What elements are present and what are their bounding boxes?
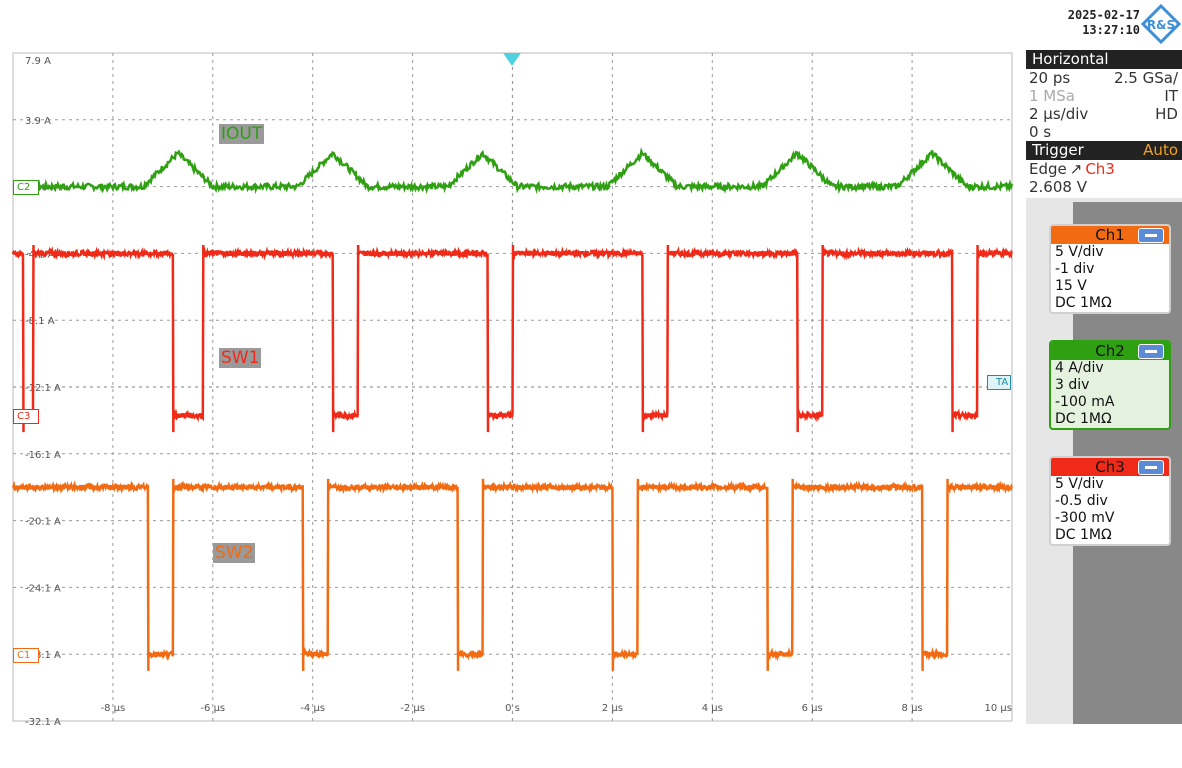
timestamp-time: 13:27:10 — [1082, 23, 1140, 37]
time-scale: 2 µs/div — [1029, 105, 1089, 123]
time-window: 20 ps — [1029, 69, 1071, 87]
channel1-minimize-icon[interactable] — [1138, 228, 1164, 243]
x-axis-labels: -8 µs -6 µs -4 µs -2 µs 0 s 2 µs 4 µs 6 µs 8 µs 1… — [101, 703, 1012, 714]
channel3-coupling: DC 1MΩ — [1055, 527, 1112, 543]
trigger-panel[interactable]: Trigger Auto Edge ↗ Ch3 2.608 V — [1026, 141, 1182, 198]
acq-mode: IT — [1164, 87, 1178, 105]
resolution-mode: HD — [1155, 105, 1178, 123]
x-tick-label: 8 µs — [902, 703, 923, 714]
sw1-trace — [11, 245, 1013, 433]
horizontal-position: 0 s — [1029, 123, 1052, 141]
channel1-offset-div: -1 div — [1055, 261, 1095, 277]
y-tick-label: -32.1 A — [25, 717, 61, 728]
x-tick-label: -8 µs — [101, 703, 126, 714]
scope-waveform-area[interactable]: 7.9 A3.9 A-100 mA-4.1 A-8.1 A-12.1 A-16.… — [0, 0, 1026, 730]
x-tick-label: 0 s — [505, 703, 520, 714]
channel3-offset-marker[interactable]: C3 — [13, 409, 40, 424]
rising-edge-icon: ↗ — [1069, 160, 1083, 178]
trigger-position-marker[interactable] — [503, 53, 521, 66]
timestamp-date: 2025-02-17 — [1067, 8, 1140, 22]
channel1-box[interactable]: Ch1 5 V/div -1 div 15 V DC 1MΩ — [1049, 224, 1171, 314]
horizontal-title: Horizontal — [1026, 50, 1182, 69]
channel2-coupling: DC 1MΩ — [1055, 411, 1112, 427]
channel1-name: Ch1 — [1095, 226, 1125, 244]
x-tick-label: 6 µs — [802, 703, 823, 714]
y-tick-label: -20.1 A — [25, 517, 61, 528]
channel3-name: Ch3 — [1095, 458, 1125, 476]
trigger-mode: Auto — [1143, 141, 1178, 159]
channel3-scale: 5 V/div — [1055, 476, 1104, 492]
channel2-offset-div: 3 div — [1055, 377, 1090, 393]
y-tick-label: -12.1 A — [25, 383, 61, 394]
x-tick-label: 10 µs — [985, 703, 1012, 714]
x-tick-label: -2 µs — [400, 703, 425, 714]
record-length: 1 MSa — [1029, 87, 1075, 105]
trigger-level-marker[interactable]: TA — [987, 375, 1012, 390]
traces — [11, 147, 1014, 671]
channel3-box[interactable]: Ch3 5 V/div -0.5 div -300 mV DC 1MΩ — [1049, 456, 1171, 546]
channel3-offset-div: -0.5 div — [1055, 493, 1108, 509]
rs-logo-icon: R&S — [1141, 4, 1181, 44]
y-tick-label: -24.1 A — [25, 583, 61, 594]
x-tick-label: 4 µs — [702, 703, 723, 714]
channel1-offset-value: 15 V — [1055, 278, 1087, 294]
y-tick-label: -8.1 A — [25, 316, 55, 327]
channel2-offset-marker[interactable]: C2 — [13, 180, 40, 195]
y-tick-label: -16.1 A — [25, 450, 61, 461]
x-tick-label: -4 µs — [300, 703, 325, 714]
sw2-trace — [11, 478, 1014, 671]
sw1-label: SW1 — [219, 348, 262, 368]
channel2-name: Ch2 — [1095, 342, 1125, 360]
x-tick-label: -6 µs — [200, 703, 225, 714]
x-tick-label: 2 µs — [602, 703, 623, 714]
channel2-box[interactable]: Ch2 4 A/div 3 div -100 mA DC 1MΩ — [1049, 340, 1171, 430]
trigger-type: Edge — [1029, 160, 1067, 178]
y-tick-label: -28.1 A — [25, 650, 61, 661]
timestamp: 2025-02-17 13:27:10 — [1030, 8, 1140, 38]
channel2-scale: 4 A/div — [1055, 360, 1104, 376]
channel2-offset-value: -100 mA — [1055, 394, 1115, 410]
iout-trace — [12, 147, 1014, 195]
iout-label: IOUT — [219, 124, 265, 144]
channel3-offset-value: -300 mV — [1055, 510, 1115, 526]
trigger-title: Trigger — [1032, 141, 1084, 159]
channel3-minimize-icon[interactable] — [1138, 460, 1164, 475]
y-tick-label: 7.9 A — [25, 56, 51, 67]
channel1-coupling: DC 1MΩ — [1055, 295, 1112, 311]
channel1-scale: 5 V/div — [1055, 244, 1104, 260]
sw2-label: SW2 — [213, 543, 256, 563]
channel2-minimize-icon[interactable] — [1138, 344, 1164, 359]
channel1-offset-marker[interactable]: C1 — [13, 648, 40, 663]
horizontal-panel[interactable]: Horizontal 20 ps 2.5 GSa/ 1 MSa IT 2 µs/di… — [1026, 50, 1182, 141]
y-tick-label: 3.9 A — [25, 116, 51, 127]
svg-text:R&S: R&S — [1147, 18, 1175, 32]
trigger-level: 2.608 V — [1029, 178, 1087, 196]
sample-rate: 2.5 GSa/ — [1113, 69, 1178, 87]
trigger-source: Ch3 — [1085, 160, 1115, 178]
